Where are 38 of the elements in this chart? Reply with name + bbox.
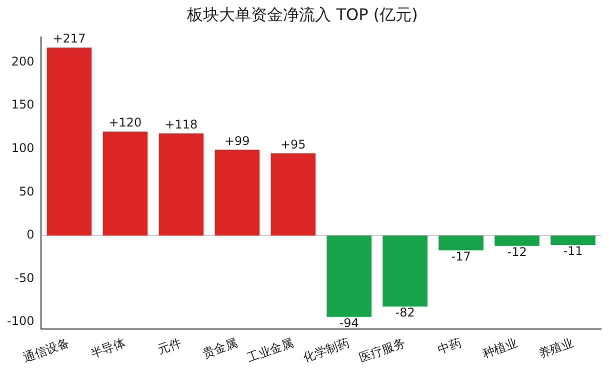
data-label: -82 [395,306,415,320]
x-tick-label: 贵金属 [200,335,240,361]
x-tick-label: 养殖业 [536,335,576,361]
bar [494,236,540,246]
x-tick-label: 化学制药 [301,335,352,365]
data-label: -11 [563,244,583,258]
data-label: +118 [164,117,198,132]
y-tick-label: 0 [26,228,34,242]
y-tick-label: 200 [11,54,34,68]
data-label: -94 [339,316,359,330]
bar [102,132,148,236]
y-tick-label: -50 [14,270,34,285]
y-tick-label: -100 [7,314,34,328]
x-tick-label: 元件 [156,335,184,357]
bar [326,236,372,317]
x-tick-label: 种植业 [480,335,520,361]
y-tick-label: 150 [11,98,34,112]
bar [550,236,596,246]
data-label: +120 [108,116,142,130]
bar [158,133,204,236]
x-tick-label: 医疗服务 [357,335,408,365]
chart-title: 板块大单资金净流入 TOP (亿元) [186,4,418,24]
bar [438,236,484,250]
x-tick-label: 半导体 [88,335,128,361]
y-tick-label: 50 [18,184,34,198]
y-tick-label: 100 [11,141,34,156]
data-label: +99 [224,134,250,148]
x-tick-label: 工业金属 [245,335,296,365]
data-label: -12 [507,245,527,260]
data-label: +95 [280,137,306,152]
data-label: -17 [451,249,471,264]
bar [270,153,316,236]
bar [46,48,92,236]
bar [214,150,260,236]
x-tick-label: 通信设备 [21,335,72,365]
data-label: +217 [52,32,86,46]
x-tick-label: 中药 [436,335,464,357]
bar [382,236,428,307]
